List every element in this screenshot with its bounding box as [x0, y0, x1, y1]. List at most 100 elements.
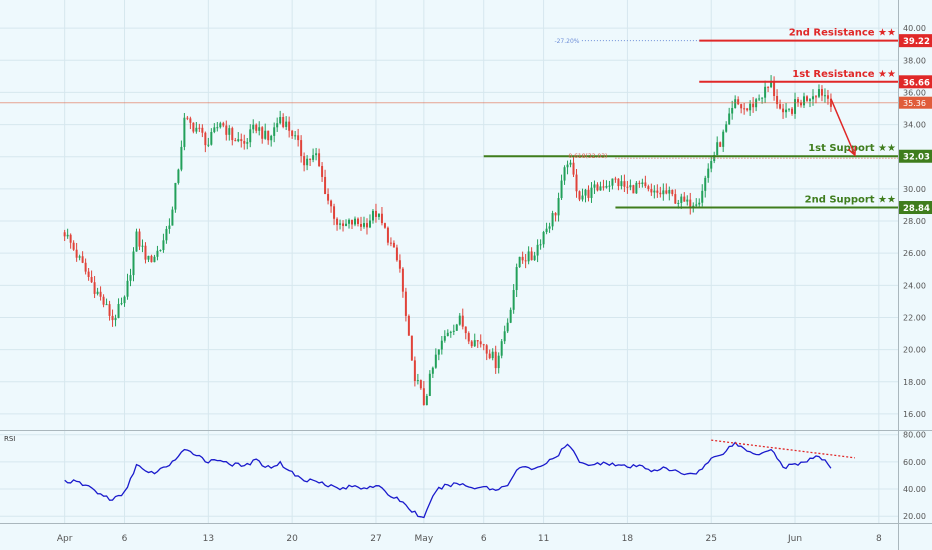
candle-body	[222, 123, 225, 126]
candle-body	[794, 99, 797, 114]
candle-body	[123, 296, 126, 304]
candle-body	[671, 190, 674, 195]
candle-body	[204, 132, 207, 146]
level-value-label: 39.22	[903, 37, 930, 47]
candle-body	[102, 296, 105, 305]
candle-body	[168, 225, 171, 229]
candle-body	[318, 153, 321, 167]
candle-body	[368, 220, 371, 228]
candle-body	[365, 223, 368, 228]
candle-body	[545, 228, 548, 233]
level-value-badge	[899, 149, 932, 163]
candle-body	[578, 191, 581, 200]
candle-body	[530, 251, 533, 261]
candle-body	[767, 86, 770, 88]
candle-body	[327, 194, 330, 201]
candle-body	[234, 140, 237, 142]
candle-body	[773, 80, 776, 97]
candle-body	[464, 326, 467, 334]
candle-body	[132, 251, 135, 276]
candle-body	[198, 127, 201, 129]
candle-body	[144, 245, 147, 260]
candle-body	[219, 123, 222, 128]
candle-body	[647, 186, 650, 190]
rsi-line	[64, 441, 832, 519]
candle-body	[192, 122, 195, 132]
candle-body	[207, 144, 210, 146]
price-axis-tick-label: 34.00	[903, 121, 926, 130]
candle-body	[452, 330, 455, 332]
candle-body	[710, 161, 713, 169]
candle-body	[521, 256, 524, 261]
candle-body	[560, 180, 563, 199]
candle-body	[734, 99, 737, 109]
candle-body	[719, 142, 722, 147]
candle-body	[392, 242, 395, 248]
candle-body	[108, 304, 111, 316]
candle-body	[246, 142, 249, 144]
candle-body	[617, 178, 620, 187]
candle-body	[716, 142, 719, 156]
candle-body	[449, 331, 452, 333]
candle-body	[398, 260, 401, 269]
candle-body	[354, 218, 357, 225]
candle-body	[78, 256, 81, 258]
fib-extension-label: -27.20%	[554, 38, 579, 45]
candle-body	[518, 256, 521, 268]
price-axis-tick-label: 36.00	[903, 88, 926, 97]
candle-body	[186, 117, 189, 119]
candle-body	[707, 168, 710, 178]
candle-body	[536, 244, 539, 256]
candle-body	[348, 219, 351, 224]
candle-body	[446, 332, 449, 336]
candle-body	[758, 98, 761, 100]
candle-body	[533, 255, 536, 261]
candle-body	[189, 118, 192, 123]
candle-body	[440, 340, 443, 350]
candle-body	[776, 96, 779, 105]
candle-body	[539, 244, 542, 246]
candle-body	[339, 223, 342, 225]
candle-body	[791, 108, 794, 114]
candle-body	[500, 341, 503, 356]
candle-body	[479, 341, 482, 345]
candle-body	[416, 380, 419, 382]
candle-body	[590, 187, 593, 198]
candle-body	[554, 213, 557, 216]
candle-body	[638, 182, 641, 185]
candle-body	[488, 353, 491, 359]
time-axis-tick-label: 13	[203, 534, 214, 544]
candle-body	[817, 89, 820, 97]
candle-body	[120, 303, 123, 305]
candle-body	[333, 206, 336, 219]
time-axis-tick-label: 6	[122, 534, 128, 544]
candle-body	[704, 177, 707, 191]
price-axis-tick-label: 22.00	[903, 313, 926, 322]
rsi-axis-tick-label: 60.00	[903, 458, 926, 467]
candle-body	[620, 181, 623, 187]
candle-body	[117, 303, 120, 319]
candle-body	[686, 199, 689, 202]
candle-body	[291, 130, 294, 137]
candle-body	[141, 245, 144, 247]
candle-body	[512, 290, 515, 310]
candle-body	[276, 123, 279, 128]
candle-body	[282, 116, 285, 127]
candle-body	[722, 131, 725, 147]
candle-body	[725, 124, 728, 132]
candle-body	[300, 140, 303, 157]
candle-body	[695, 204, 698, 206]
candle-body	[455, 324, 458, 331]
candle-body	[273, 127, 276, 136]
candle-body	[371, 210, 374, 221]
candle-body	[656, 190, 659, 193]
candle-body	[677, 202, 680, 204]
candle-body	[473, 340, 476, 347]
candle-body	[156, 250, 159, 257]
candle-body	[93, 282, 96, 294]
candle-body	[159, 250, 162, 252]
candle-body	[114, 318, 117, 321]
candle-body	[63, 232, 66, 237]
time-axis-tick-label: 25	[705, 534, 716, 544]
